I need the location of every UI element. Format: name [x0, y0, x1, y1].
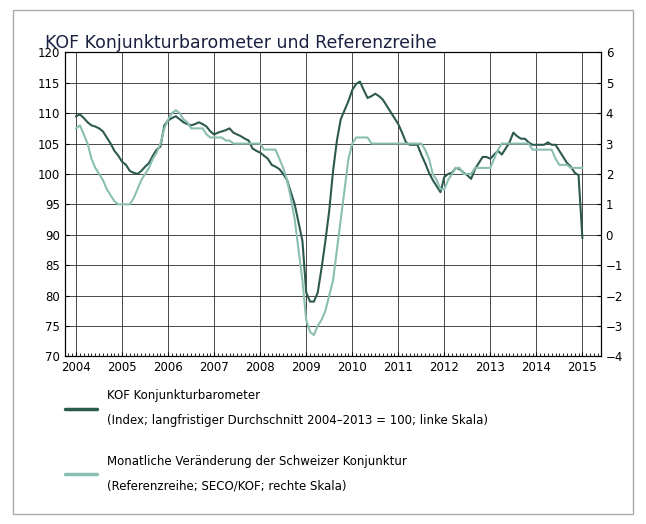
Text: Monatliche Veränderung der Schweizer Konjunktur: Monatliche Veränderung der Schweizer Kon… [107, 455, 406, 468]
Text: (Referenzreihe; SECO/KOF; rechte Skala): (Referenzreihe; SECO/KOF; rechte Skala) [107, 479, 346, 493]
Text: KOF Konjunkturbarometer: KOF Konjunkturbarometer [107, 389, 260, 402]
Text: KOF Konjunkturbarometer und Referenzreihe: KOF Konjunkturbarometer und Referenzreih… [45, 34, 437, 52]
Text: (Index; langfristiger Durchschnitt 2004–2013 = 100; linke Skala): (Index; langfristiger Durchschnitt 2004–… [107, 414, 488, 427]
